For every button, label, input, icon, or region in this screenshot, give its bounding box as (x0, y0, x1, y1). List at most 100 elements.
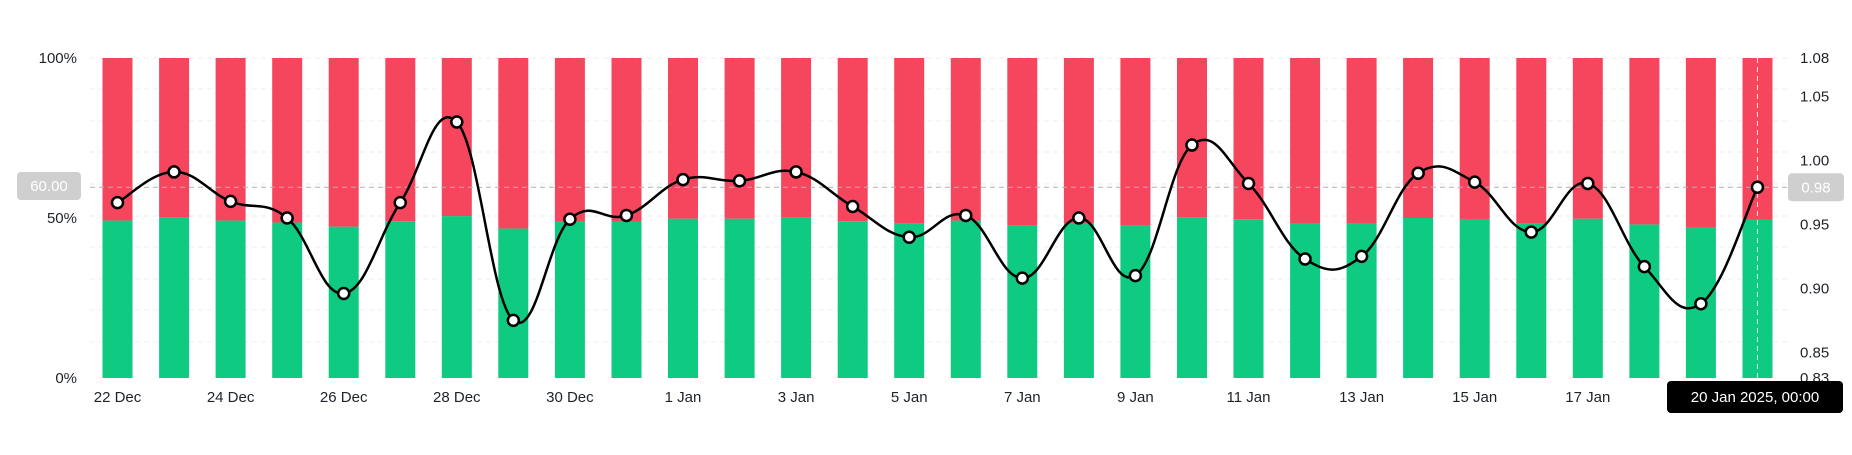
bar-short (837, 58, 868, 222)
x-axis-tick: 5 Jan (891, 389, 928, 406)
x-axis-tick: 26 Dec (320, 389, 368, 406)
ratio-point (902, 230, 916, 244)
x-axis-tick: 22 Dec (94, 389, 142, 406)
bar-short (611, 58, 642, 222)
bar-long (1742, 219, 1773, 378)
ratio-point (1694, 297, 1708, 311)
bar-short (668, 58, 698, 219)
bar-short (781, 58, 812, 218)
bar-short (554, 58, 585, 222)
ratio-point (959, 208, 973, 223)
bar-short (441, 58, 472, 217)
bar-short (1516, 58, 1547, 224)
x-axis-tick: 15 Jan (1452, 389, 1497, 406)
crosshair-left-label: 60.00 (30, 178, 68, 195)
bar-short (385, 58, 416, 222)
bar-long (385, 221, 416, 378)
right-axis-tick: 1.08 (1800, 50, 1829, 67)
bar-short (1346, 58, 1377, 224)
gridlines (90, 57, 1790, 343)
ratio-point (732, 174, 747, 188)
ratio-point (1072, 211, 1086, 225)
ratio-point (393, 195, 407, 210)
bar-short (1290, 58, 1321, 224)
ratio-point (506, 313, 521, 328)
x-axis-tick: 30 Dec (546, 389, 594, 406)
ratio-point (1298, 252, 1312, 266)
bar-long (102, 220, 133, 378)
ratio-point (563, 212, 577, 227)
x-axis-tick: 1 Jan (665, 389, 702, 406)
bar-long (1177, 217, 1207, 378)
ratio-point (619, 208, 634, 223)
ratio-point (280, 211, 294, 225)
bar-long (1007, 225, 1038, 378)
ratio-point (110, 195, 125, 210)
bar-long (781, 217, 812, 378)
bar-long (1290, 223, 1321, 378)
bar-short (724, 58, 755, 219)
bar-short (894, 58, 925, 224)
bar-long (894, 223, 925, 378)
ratio-point (1524, 225, 1538, 239)
right-axis-tick: 0.90 (1800, 280, 1829, 297)
crosshair-left-label-bg (17, 172, 81, 200)
axes: 0%50%100%0.830.850.900.951.001.051.0822 … (17, 50, 1844, 413)
ratio-point (223, 194, 238, 209)
ratio-line (110, 115, 1765, 328)
bar-short (1233, 58, 1264, 220)
right-axis-tick: 1.05 (1800, 88, 1829, 105)
bar-short (1403, 58, 1434, 218)
x-axis-tick: 9 Jan (1117, 389, 1154, 406)
bar-long (1120, 225, 1151, 378)
bar-short (1685, 58, 1716, 228)
bar-short (1177, 58, 1207, 218)
bar-long (1063, 223, 1094, 378)
bar-short (1007, 58, 1038, 226)
ratio-point (1185, 138, 1199, 152)
ratio-point (1128, 268, 1143, 283)
bar-short (328, 58, 359, 227)
bar-long (441, 216, 472, 378)
right-axis-tick: 1.00 (1800, 152, 1829, 169)
bar-long (328, 226, 359, 378)
x-axis-tick: 7 Jan (1004, 389, 1041, 406)
crosshair-x-label-bg (1667, 381, 1843, 413)
crosshair-x-label: 20 Jan 2025, 00:00 (1691, 389, 1819, 406)
bar-long (611, 221, 642, 378)
bar-short (950, 58, 981, 221)
ratio-point (1637, 259, 1652, 274)
bar-short (1572, 58, 1603, 219)
bar-long (272, 222, 303, 378)
left-axis-tick: 0% (55, 370, 77, 387)
ratio-point (1241, 176, 1256, 191)
ratio-point (789, 165, 803, 179)
ratio-point (1411, 166, 1425, 180)
bar-long (1403, 218, 1434, 378)
bar-long (215, 220, 246, 378)
ratio-point (450, 115, 464, 129)
bar-long (1629, 224, 1660, 378)
x-axis-tick: 24 Dec (207, 389, 255, 406)
bar-long (837, 221, 868, 378)
ratio-point (336, 286, 351, 301)
bar-long (950, 220, 981, 378)
ratio-point (1354, 249, 1369, 264)
ratio-point (167, 165, 181, 179)
ratio-point (1750, 180, 1765, 195)
bars (102, 58, 1773, 378)
bar-short (498, 58, 529, 229)
right-axis-tick: 0.85 (1800, 344, 1829, 361)
ratio-line-path (116, 116, 1759, 325)
bar-short (215, 58, 246, 221)
crosshair-right-label: 0.98 (1801, 179, 1830, 196)
bar-short (1063, 58, 1094, 224)
left-axis-tick: 50% (47, 210, 77, 227)
ratio-point (1015, 271, 1030, 285)
bar-short (102, 58, 133, 221)
bar-long (1572, 218, 1603, 378)
x-axis-tick: 11 Jan (1227, 389, 1271, 406)
crosshair (90, 58, 1790, 378)
